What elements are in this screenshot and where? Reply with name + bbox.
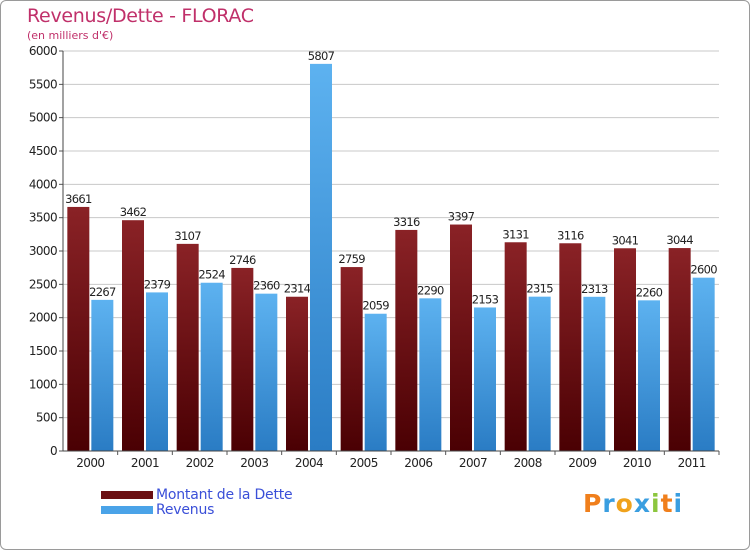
y-tick-label: 0 xyxy=(50,444,57,458)
bar-revenus xyxy=(310,63,332,451)
bar-revenus xyxy=(91,299,114,451)
bar-dette xyxy=(176,243,199,451)
logo-letter: r xyxy=(602,489,616,518)
y-tick-label: 4500 xyxy=(29,144,57,158)
bar-dette xyxy=(395,229,418,451)
x-tick-label: 2006 xyxy=(404,456,432,470)
y-tick-label: 5000 xyxy=(29,111,57,125)
axis-layer: 0 500 1000 1500 2000 2500 3000 3500 4000 4500 5000… xyxy=(29,44,720,470)
x-tick-label: 2007 xyxy=(459,456,487,470)
data-label-revenus: 2153 xyxy=(472,292,499,306)
y-tick-label: 500 xyxy=(36,411,57,425)
bar-revenus xyxy=(255,293,278,451)
legend-label-revenus: Revenus xyxy=(156,501,215,518)
legend-swatch-revenus xyxy=(101,505,153,514)
bar-revenus xyxy=(528,296,551,451)
data-label-revenus: 2315 xyxy=(526,282,553,296)
logo-letter: t xyxy=(660,489,674,518)
data-label-revenus: 2600 xyxy=(690,263,717,277)
bar-dette xyxy=(614,248,636,451)
y-tick-label: 1500 xyxy=(29,344,57,358)
x-tick-label: 2009 xyxy=(568,456,596,470)
x-tick-label: 2011 xyxy=(678,456,706,470)
x-tick-label: 2004 xyxy=(295,456,323,470)
bar-dette xyxy=(67,206,90,451)
legend: Montant de la Dette Revenus xyxy=(101,486,293,518)
logo-letter: x xyxy=(633,489,651,518)
bar-revenus xyxy=(474,307,496,451)
bar-dette xyxy=(286,296,308,451)
x-tick-label: 2008 xyxy=(514,456,542,470)
bar-dette xyxy=(668,248,691,451)
logo-letter: o xyxy=(615,489,634,518)
x-tick-label: 2005 xyxy=(350,456,378,470)
data-label-revenus: 2360 xyxy=(253,279,280,293)
y-tick-label: 1000 xyxy=(29,377,57,391)
logo-letter: P xyxy=(583,489,603,518)
chart-title: Revenus/Dette - FLORAC xyxy=(27,5,254,27)
x-tick-label: 2000 xyxy=(76,456,104,470)
bar-dette xyxy=(450,224,472,451)
data-label-revenus: 5807 xyxy=(308,49,335,63)
x-tick-label: 2001 xyxy=(131,456,159,470)
data-label-dette: 3131 xyxy=(502,227,529,241)
bar-layer: 3661 2267 3462 2379 3107 2524 2746 2360 2314 5807… xyxy=(65,49,718,451)
data-label-revenus: 2059 xyxy=(362,299,389,313)
y-tick-label: 4000 xyxy=(29,177,57,191)
bar-revenus xyxy=(638,300,660,451)
legend-item-dette: Montant de la Dette xyxy=(101,486,293,503)
bar-revenus xyxy=(146,292,168,451)
bar-dette xyxy=(122,220,144,451)
data-label-dette: 3397 xyxy=(448,210,475,224)
data-label-revenus: 2290 xyxy=(417,283,444,297)
data-label-revenus: 2260 xyxy=(636,285,663,299)
bar-revenus xyxy=(200,282,223,451)
bar-dette xyxy=(504,242,527,451)
data-label-revenus: 2379 xyxy=(144,277,171,291)
legend-swatch-dette xyxy=(101,490,153,499)
data-label-dette: 2759 xyxy=(338,252,365,266)
bar-revenus xyxy=(419,298,442,451)
x-tick-label: 2003 xyxy=(240,456,268,470)
bar-revenus xyxy=(583,296,606,451)
data-label-dette: 3661 xyxy=(65,192,92,206)
x-tick-label: 2010 xyxy=(623,456,651,470)
chart-subtitle: (en milliers d'€) xyxy=(27,29,114,42)
data-label-dette: 3107 xyxy=(174,229,201,243)
grid-layer xyxy=(63,50,719,452)
y-tick-label: 6000 xyxy=(29,44,57,58)
logo-letter: i xyxy=(673,489,684,518)
data-label-revenus: 2267 xyxy=(89,285,116,299)
data-label-dette: 3316 xyxy=(393,215,420,229)
legend-item-revenus: Revenus xyxy=(101,501,292,518)
bar-revenus xyxy=(692,277,715,451)
data-label-dette: 3041 xyxy=(612,233,639,247)
logo-letter: i xyxy=(651,489,661,518)
data-label-dette: 3462 xyxy=(120,205,147,219)
bar-dette xyxy=(340,267,363,451)
bar-dette xyxy=(559,243,582,451)
data-label-dette: 3044 xyxy=(666,233,693,247)
data-label-dette: 2746 xyxy=(229,253,256,267)
y-tick-label: 5500 xyxy=(29,77,57,91)
y-tick-label: 3500 xyxy=(29,211,57,225)
y-tick-label: 2500 xyxy=(29,277,57,291)
data-label-dette: 2314 xyxy=(284,282,311,296)
data-label-revenus: 2524 xyxy=(198,268,225,282)
bar-revenus xyxy=(364,313,387,451)
data-label-revenus: 2313 xyxy=(581,282,608,296)
x-tick-label: 2002 xyxy=(186,456,214,470)
y-tick-label: 3000 xyxy=(29,244,57,258)
bar-dette xyxy=(231,267,254,451)
data-label-dette: 3116 xyxy=(557,228,584,242)
y-tick-label: 2000 xyxy=(29,311,57,325)
proxiti-logo: Proxiti xyxy=(583,489,683,518)
legend-label-dette: Montant de la Dette xyxy=(156,486,293,503)
